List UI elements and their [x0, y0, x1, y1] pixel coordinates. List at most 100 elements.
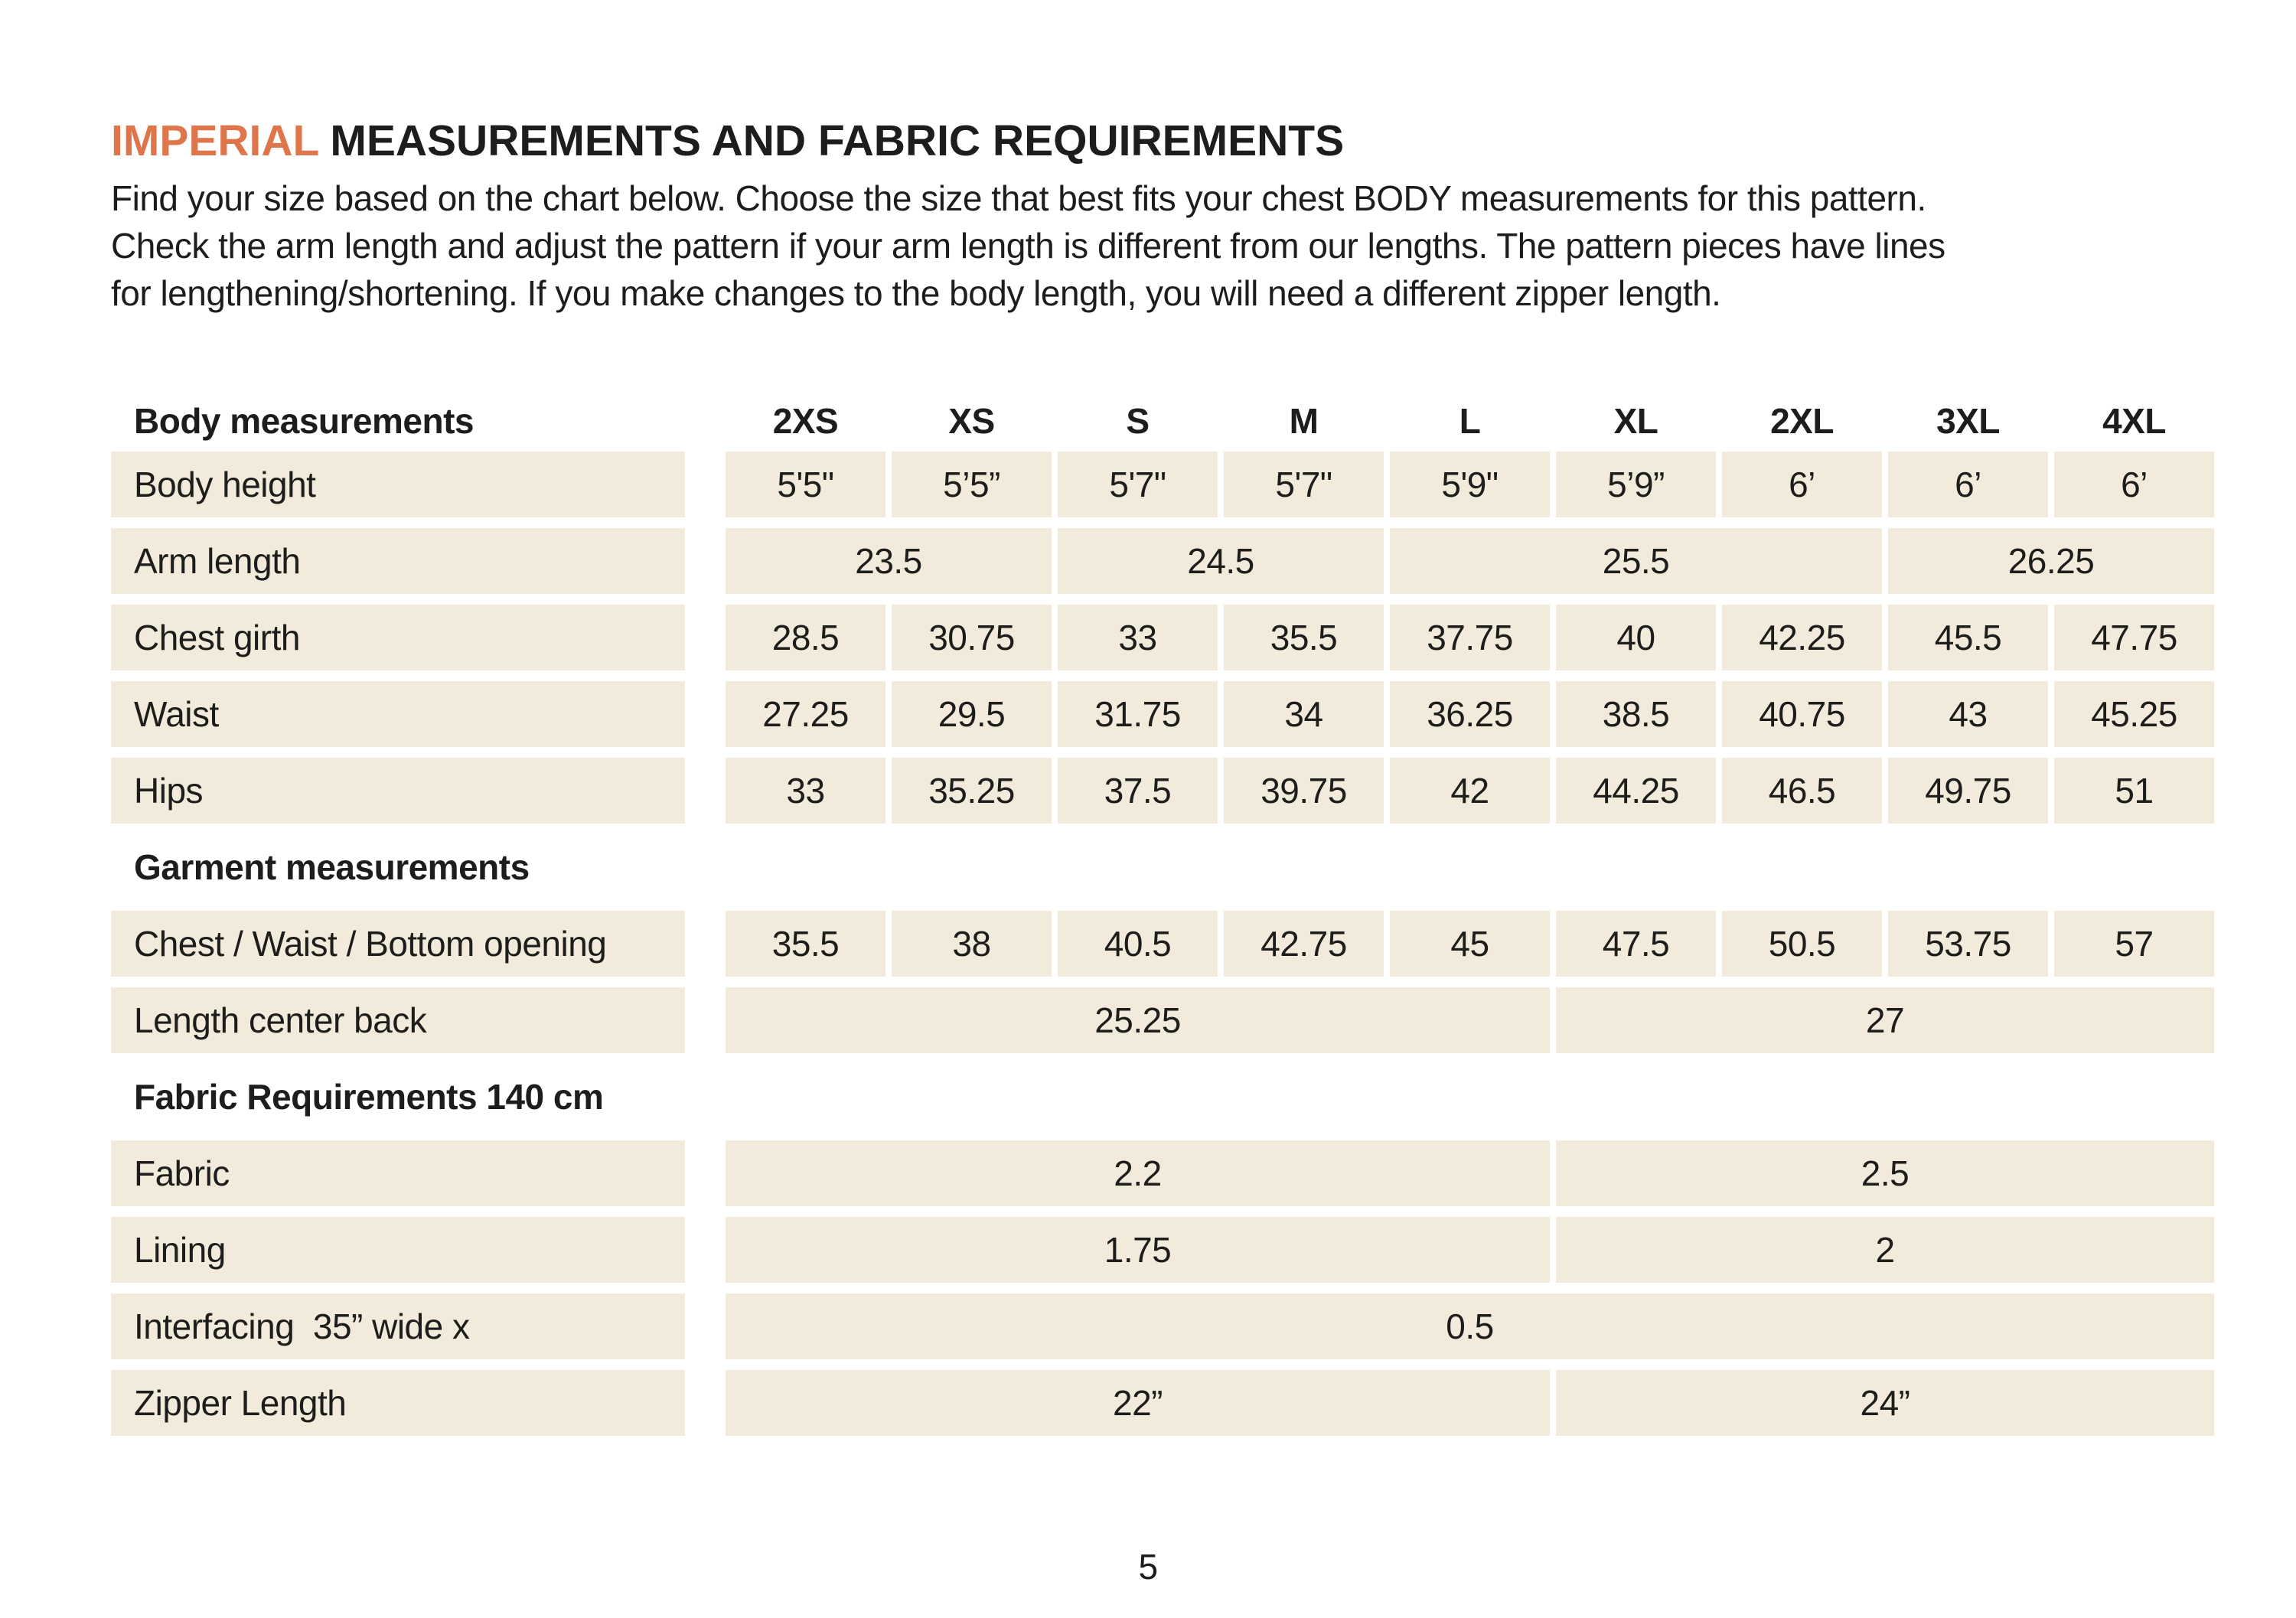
- value-cell: 51: [2054, 758, 2214, 824]
- size-col-3xl: 3XL: [1936, 401, 2000, 442]
- value-cell: 5'7": [1224, 452, 1384, 518]
- page-number: 5: [1138, 1547, 1158, 1587]
- value-cell: 45.5: [1888, 605, 2048, 671]
- intro-line-2: Check the arm length and adjust the patt…: [111, 226, 1945, 266]
- value-cell: 6’: [1888, 452, 2048, 518]
- value-cell: 5’9”: [1556, 452, 1716, 518]
- value-cell-merged: 23.5: [726, 528, 1052, 595]
- page-title-rest: MEASUREMENTS AND FABRIC REQUIREMENTS: [330, 116, 1345, 165]
- value-cell: 40: [1556, 605, 1716, 671]
- section-title-fabric-requirements: Fabric Requirements 140 cm: [134, 1077, 604, 1117]
- value-cell: 5'9": [1390, 452, 1550, 518]
- value-cell: 5’5”: [892, 452, 1052, 518]
- row-label: Arm length: [111, 528, 719, 595]
- value-cell: 43: [1888, 681, 2048, 748]
- value-cell: 27.25: [726, 681, 885, 748]
- row-label: Lining: [111, 1217, 719, 1284]
- table-row-chest-waist-bottom-opening: Chest / Waist / Bottom opening 35.5 38 4…: [111, 911, 2214, 977]
- value-cell-merged: 2: [1556, 1217, 2214, 1284]
- value-cell: 47.75: [2054, 605, 2214, 671]
- value-cell-merged: 22”: [726, 1370, 1550, 1437]
- value-cell: 37.5: [1058, 758, 1218, 824]
- value-cell: 44.25: [1556, 758, 1716, 824]
- table-row-zipper-length: Zipper Length 22” 24”: [111, 1370, 2214, 1437]
- value-cell: 37.75: [1390, 605, 1550, 671]
- intro-paragraph: Find your size based on the chart below.…: [111, 175, 2216, 317]
- value-cell: 35.5: [726, 911, 885, 977]
- value-cell: 45: [1390, 911, 1550, 977]
- value-cell-merged: 27: [1556, 987, 2214, 1054]
- size-col-l: L: [1459, 401, 1481, 442]
- size-col-xl: XL: [1613, 401, 1658, 442]
- value-cell: 33: [726, 758, 885, 824]
- size-col-2xs: 2XS: [772, 401, 839, 442]
- value-cell: 5'5": [726, 452, 885, 518]
- table-row-waist: Waist 27.25 29.5 31.75 34 36.25 38.5 40.…: [111, 681, 2214, 748]
- value-cell: 30.75: [892, 605, 1052, 671]
- row-label: Chest girth: [111, 605, 719, 671]
- value-cell: 42.75: [1224, 911, 1384, 977]
- value-cell-merged: 2.5: [1556, 1140, 2214, 1207]
- intro-line-1: Find your size based on the chart below.…: [111, 178, 1926, 219]
- table-row-fabric: Fabric 2.2 2.5: [111, 1140, 2214, 1207]
- value-cell: 36.25: [1390, 681, 1550, 748]
- table-row-body-height: Body height 5'5" 5’5” 5'7" 5'7" 5'9" 5’9…: [111, 452, 2214, 518]
- row-label: Body height: [111, 452, 719, 518]
- table-row-arm-length: Arm length 23.5 24.5 25.5 26.25: [111, 528, 2214, 595]
- row-label: Length center back: [111, 987, 719, 1054]
- value-cell: 38.5: [1556, 681, 1716, 748]
- row-label: Interfacing 35” wide x: [111, 1293, 719, 1360]
- value-cell-merged: 2.2: [726, 1140, 1550, 1207]
- row-label: Chest / Waist / Bottom opening: [111, 911, 719, 977]
- value-cell-merged: 0.5: [726, 1293, 2214, 1360]
- table-row-interfacing: Interfacing 35” wide x 0.5: [111, 1293, 2214, 1360]
- row-label: Waist: [111, 681, 719, 748]
- value-cell-merged: 24”: [1556, 1370, 2214, 1437]
- value-cell: 35.25: [892, 758, 1052, 824]
- value-cell: 40.75: [1722, 681, 1882, 748]
- size-col-2xl: 2XL: [1770, 401, 1834, 442]
- page-title-highlight: IMPERIAL: [111, 116, 320, 165]
- size-chart-table: Body measurements 2XS XS S M L XL 2XL 3X…: [111, 390, 2214, 1437]
- size-col-s: S: [1126, 401, 1150, 442]
- page-title: IMPERIAL MEASUREMENTS AND FABRIC REQUIREM…: [111, 115, 2216, 167]
- value-cell: 42: [1390, 758, 1550, 824]
- table-row-lining: Lining 1.75 2: [111, 1217, 2214, 1284]
- value-cell-merged: 26.25: [1888, 528, 2214, 595]
- value-cell: 50.5: [1722, 911, 1882, 977]
- value-cell-merged: 25.25: [726, 987, 1550, 1054]
- value-cell: 46.5: [1722, 758, 1882, 824]
- value-cell-merged: 1.75: [726, 1217, 1550, 1284]
- value-cell: 31.75: [1058, 681, 1218, 748]
- value-cell: 28.5: [726, 605, 885, 671]
- row-label: Fabric: [111, 1140, 719, 1207]
- value-cell: 33: [1058, 605, 1218, 671]
- header-label: Body measurements: [134, 401, 475, 442]
- size-col-m: M: [1289, 401, 1319, 442]
- table-row-hips: Hips 33 35.25 37.5 39.75 42 44.25 46.5 4…: [111, 758, 2214, 824]
- value-cell: 29.5: [892, 681, 1052, 748]
- size-col-4xl: 4XL: [2102, 401, 2166, 442]
- value-cell: 53.75: [1888, 911, 2048, 977]
- value-cell: 35.5: [1224, 605, 1384, 671]
- value-cell: 34: [1224, 681, 1384, 748]
- value-cell-merged: 24.5: [1058, 528, 1384, 595]
- value-cell: 49.75: [1888, 758, 2048, 824]
- table-row-length-center-back: Length center back 25.25 27: [111, 987, 2214, 1054]
- value-cell: 6’: [1722, 452, 1882, 518]
- value-cell: 47.5: [1556, 911, 1716, 977]
- value-cell: 5'7": [1058, 452, 1218, 518]
- section-title-garment-measurements: Garment measurements: [134, 847, 530, 888]
- value-cell: 6’: [2054, 452, 2214, 518]
- table-row-chest-girth: Chest girth 28.5 30.75 33 35.5 37.75 40 …: [111, 605, 2214, 671]
- value-cell: 57: [2054, 911, 2214, 977]
- value-cell: 45.25: [2054, 681, 2214, 748]
- row-label: Hips: [111, 758, 719, 824]
- value-cell: 42.25: [1722, 605, 1882, 671]
- size-col-xs: XS: [948, 401, 995, 442]
- value-cell: 38: [892, 911, 1052, 977]
- row-label: Zipper Length: [111, 1370, 719, 1437]
- value-cell: 40.5: [1058, 911, 1218, 977]
- table-header-row: Body measurements 2XS XS S M L XL 2XL 3X…: [111, 390, 2214, 452]
